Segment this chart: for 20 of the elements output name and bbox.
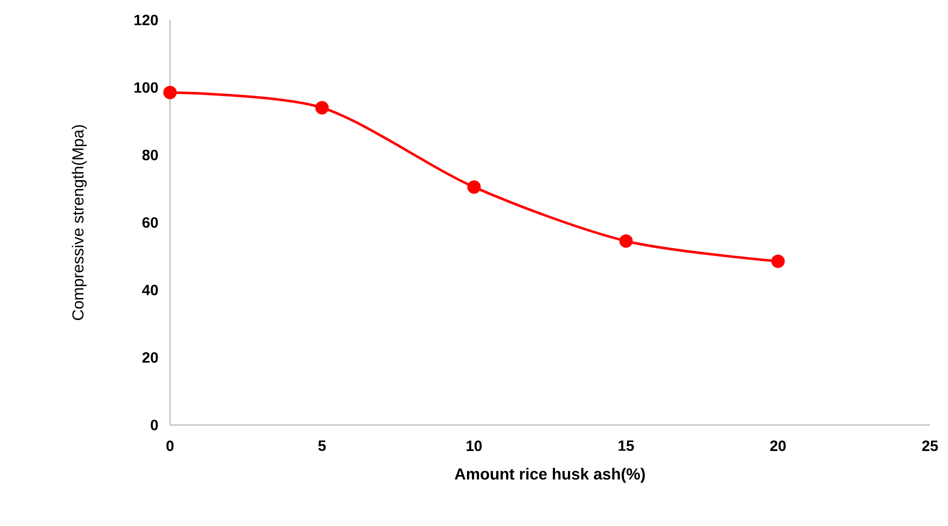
point bbox=[163, 86, 177, 100]
y-tick-label: 20 bbox=[142, 352, 158, 363]
y-axis-title: Compressive strength(Mpa) bbox=[72, 125, 87, 320]
y-tick-label: 100 bbox=[134, 82, 158, 93]
x-tick-label: 5 bbox=[318, 440, 326, 451]
x-tick-label: 15 bbox=[618, 440, 634, 451]
point bbox=[771, 254, 785, 268]
x-tick-label: 25 bbox=[922, 440, 938, 452]
y-tick-label: 80 bbox=[142, 150, 158, 160]
x-axis-title: Amount rice husk ash(%) bbox=[454, 468, 645, 483]
y-tick-label: 60 bbox=[142, 217, 158, 228]
point bbox=[619, 234, 633, 248]
y-tick-label: 120 bbox=[134, 14, 158, 26]
point bbox=[315, 101, 329, 114]
x-tick-label: 20 bbox=[770, 440, 786, 452]
point bbox=[467, 180, 481, 194]
y-tick-label: 40 bbox=[142, 284, 158, 296]
y-tick-label: 0 bbox=[150, 420, 158, 430]
x-tick-label: 10 bbox=[466, 440, 482, 452]
x-tick-label: 0 bbox=[166, 440, 174, 452]
